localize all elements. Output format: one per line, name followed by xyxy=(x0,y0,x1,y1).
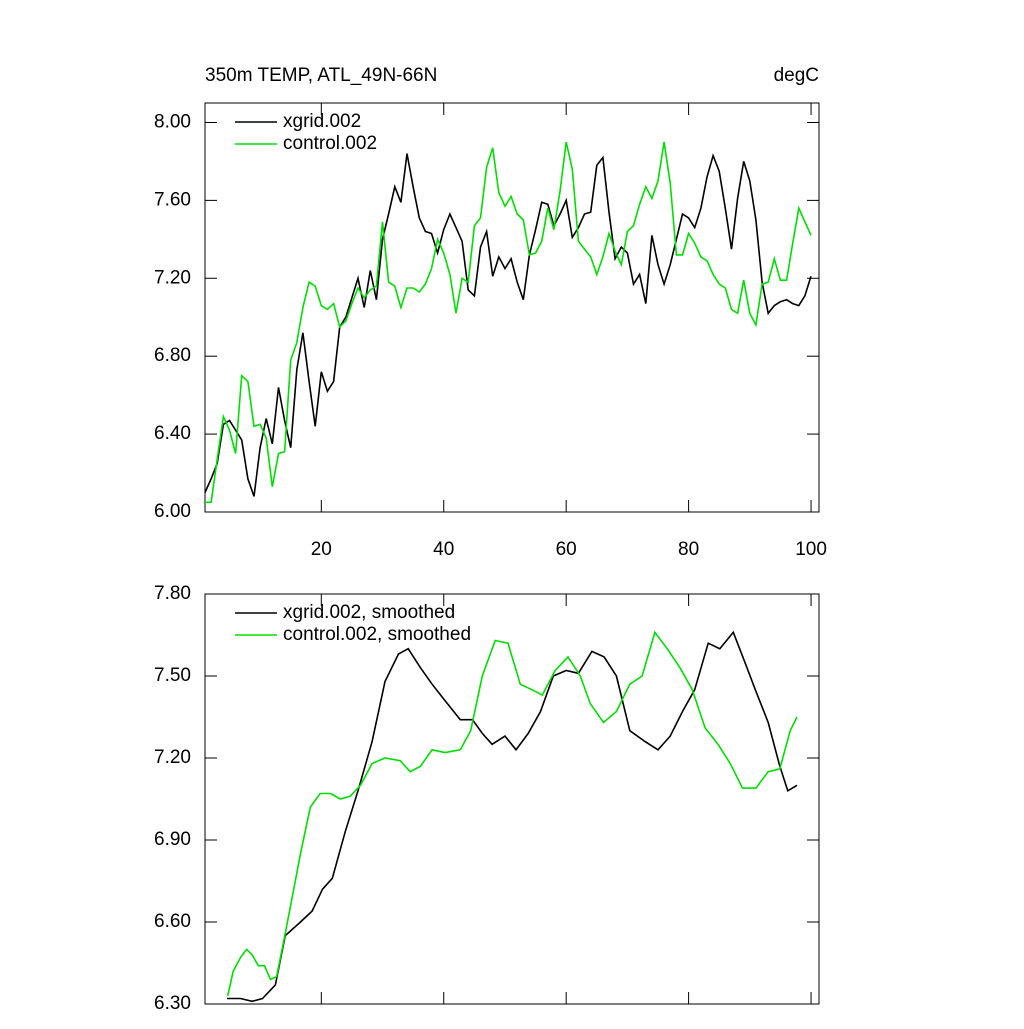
series-line xyxy=(204,153,812,497)
plot-frame xyxy=(204,102,820,513)
y-tick-label: 7.80 xyxy=(154,583,191,604)
legend-label: xgrid.002, smoothed xyxy=(283,602,455,623)
y-tick-label: 6.30 xyxy=(154,993,191,1014)
series-line xyxy=(226,630,798,996)
series-line xyxy=(227,630,798,1003)
y-tick-label: 6.90 xyxy=(154,829,191,850)
plot-frame xyxy=(204,593,820,1005)
y-tick-label: 8.00 xyxy=(154,111,191,132)
x-tick-label: 80 xyxy=(678,539,699,560)
y-tick-label: 6.60 xyxy=(154,911,191,932)
x-tick-label: 40 xyxy=(433,539,454,560)
y-tick-label: 7.20 xyxy=(154,747,191,768)
x-tick-label: 20 xyxy=(311,539,332,560)
y-tick-label: 7.50 xyxy=(154,665,191,686)
series-line xyxy=(205,141,812,504)
legend-label: xgrid.002 xyxy=(283,111,361,132)
units-label: degC xyxy=(774,65,819,86)
legend-label: control.002, smoothed xyxy=(283,624,471,645)
x-tick-label: 60 xyxy=(556,539,577,560)
y-tick-label: 6.40 xyxy=(154,423,191,444)
y-tick-label: 6.00 xyxy=(154,501,191,522)
y-tick-label: 7.20 xyxy=(154,267,191,288)
y-tick-label: 6.80 xyxy=(154,345,191,366)
y-tick-label: 7.60 xyxy=(154,189,191,210)
legend-label: control.002 xyxy=(283,133,377,154)
chart-title: 350m TEMP, ATL_49N-66N xyxy=(205,65,437,86)
x-tick-label: 100 xyxy=(795,539,827,560)
